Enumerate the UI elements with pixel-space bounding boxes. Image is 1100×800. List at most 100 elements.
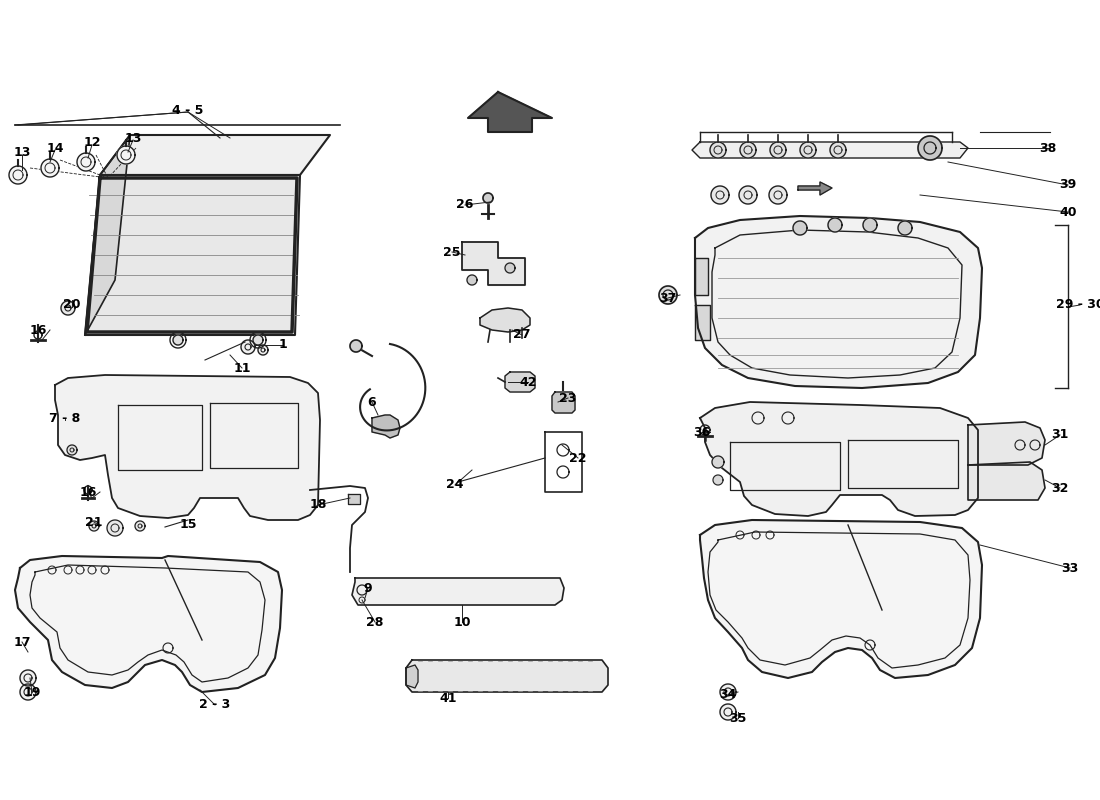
- Polygon shape: [253, 335, 263, 345]
- Polygon shape: [468, 92, 552, 132]
- Polygon shape: [712, 456, 724, 468]
- Polygon shape: [85, 175, 300, 335]
- Polygon shape: [968, 422, 1045, 465]
- Polygon shape: [695, 258, 708, 295]
- Text: 23: 23: [559, 391, 576, 405]
- Polygon shape: [258, 345, 268, 355]
- Text: 29 - 30: 29 - 30: [1056, 298, 1100, 311]
- Polygon shape: [55, 375, 320, 520]
- Text: 12: 12: [84, 137, 101, 150]
- Polygon shape: [864, 218, 877, 232]
- Polygon shape: [15, 556, 282, 692]
- Polygon shape: [352, 578, 564, 605]
- Polygon shape: [406, 665, 418, 688]
- Text: 37: 37: [659, 291, 676, 305]
- Text: 18: 18: [309, 498, 327, 511]
- Text: 19: 19: [23, 686, 41, 698]
- Text: 21: 21: [86, 515, 102, 529]
- Text: 42: 42: [519, 375, 537, 389]
- Polygon shape: [85, 135, 130, 335]
- Polygon shape: [60, 301, 75, 315]
- Polygon shape: [968, 462, 1045, 500]
- Polygon shape: [720, 684, 736, 700]
- Polygon shape: [695, 216, 982, 388]
- Text: 33: 33: [1062, 562, 1079, 574]
- Polygon shape: [468, 275, 477, 285]
- Polygon shape: [135, 521, 145, 531]
- Polygon shape: [173, 335, 183, 345]
- Text: 34: 34: [719, 689, 737, 702]
- Text: 14: 14: [46, 142, 64, 154]
- Polygon shape: [770, 142, 786, 158]
- Polygon shape: [9, 166, 28, 184]
- Polygon shape: [769, 186, 786, 204]
- Text: 10: 10: [453, 615, 471, 629]
- Text: 39: 39: [1059, 178, 1077, 191]
- Text: 32: 32: [1052, 482, 1069, 494]
- Polygon shape: [107, 520, 123, 536]
- Polygon shape: [406, 660, 608, 692]
- Text: 16: 16: [30, 323, 46, 337]
- Polygon shape: [117, 146, 135, 164]
- Polygon shape: [41, 159, 59, 177]
- Polygon shape: [695, 305, 710, 340]
- Text: 27: 27: [514, 329, 530, 342]
- Text: 13: 13: [124, 131, 142, 145]
- Text: 1: 1: [278, 338, 287, 351]
- Polygon shape: [798, 182, 832, 195]
- Text: 36: 36: [693, 426, 711, 438]
- Text: 41: 41: [439, 691, 456, 705]
- Polygon shape: [720, 704, 736, 720]
- Polygon shape: [692, 142, 968, 158]
- Polygon shape: [710, 142, 726, 158]
- Text: 22: 22: [570, 451, 586, 465]
- Text: 26: 26: [456, 198, 474, 211]
- Text: 13: 13: [13, 146, 31, 158]
- Text: 25: 25: [443, 246, 461, 258]
- Polygon shape: [898, 221, 912, 235]
- Polygon shape: [711, 186, 729, 204]
- Text: 11: 11: [233, 362, 251, 374]
- Text: 2 - 3: 2 - 3: [199, 698, 231, 711]
- Text: 38: 38: [1040, 142, 1057, 154]
- Text: 4 - 5: 4 - 5: [173, 103, 204, 117]
- Text: 6: 6: [367, 395, 376, 409]
- Text: 28: 28: [366, 615, 384, 629]
- Polygon shape: [659, 286, 676, 304]
- Polygon shape: [100, 135, 330, 175]
- Text: 20: 20: [64, 298, 80, 311]
- Text: 35: 35: [729, 711, 747, 725]
- Polygon shape: [480, 308, 530, 332]
- Polygon shape: [793, 221, 807, 235]
- Text: 40: 40: [1059, 206, 1077, 218]
- Polygon shape: [830, 142, 846, 158]
- Polygon shape: [505, 263, 515, 273]
- Text: 17: 17: [13, 635, 31, 649]
- Polygon shape: [918, 136, 942, 160]
- Text: 15: 15: [179, 518, 197, 531]
- Polygon shape: [350, 340, 362, 352]
- Polygon shape: [713, 475, 723, 485]
- Polygon shape: [20, 684, 36, 700]
- Polygon shape: [89, 521, 99, 531]
- Polygon shape: [700, 402, 978, 516]
- Text: 31: 31: [1052, 429, 1069, 442]
- Polygon shape: [552, 392, 575, 413]
- Polygon shape: [700, 520, 982, 678]
- Polygon shape: [77, 153, 95, 171]
- Polygon shape: [348, 494, 360, 504]
- Polygon shape: [483, 193, 493, 203]
- Polygon shape: [800, 142, 816, 158]
- Polygon shape: [20, 670, 36, 686]
- Text: 7 - 8: 7 - 8: [50, 411, 80, 425]
- Polygon shape: [828, 218, 842, 232]
- Polygon shape: [740, 142, 756, 158]
- Text: 24: 24: [447, 478, 464, 491]
- Text: 16: 16: [79, 486, 97, 498]
- Polygon shape: [505, 372, 535, 392]
- Text: 9: 9: [364, 582, 372, 594]
- Polygon shape: [241, 340, 255, 354]
- Polygon shape: [372, 415, 400, 438]
- Polygon shape: [462, 242, 525, 285]
- Polygon shape: [739, 186, 757, 204]
